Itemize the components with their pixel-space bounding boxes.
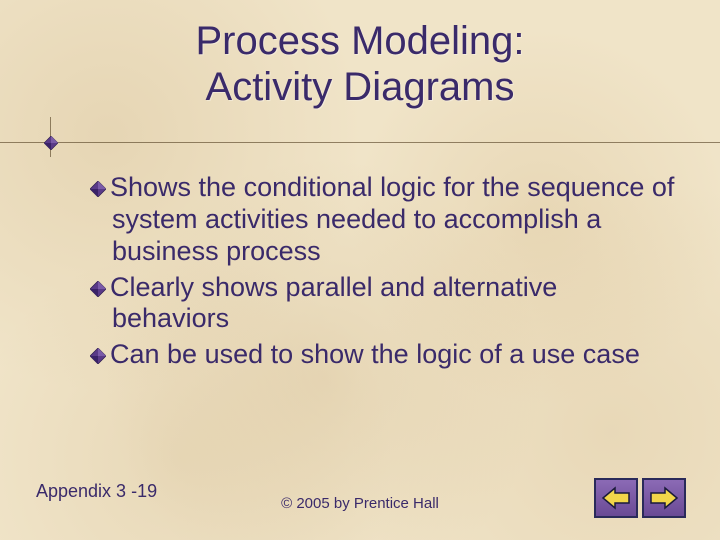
list-item: Clearly shows parallel and alternative b… bbox=[90, 272, 680, 336]
bullet-diamond-icon bbox=[90, 348, 106, 364]
separator-hline bbox=[0, 142, 720, 143]
list-item: Can be used to show the logic of a use c… bbox=[90, 339, 680, 371]
list-item: Shows the conditional logic for the sequ… bbox=[90, 172, 680, 268]
next-button[interactable] bbox=[642, 478, 686, 518]
bullet-text: Shows the conditional logic for the sequ… bbox=[110, 172, 674, 266]
bullet-text: Can be used to show the logic of a use c… bbox=[110, 339, 640, 369]
arrow-right-icon bbox=[649, 486, 679, 510]
bullet-text: Clearly shows parallel and alternative b… bbox=[110, 272, 557, 334]
arrow-left-icon bbox=[601, 486, 631, 510]
bullet-diamond-icon bbox=[90, 181, 106, 197]
title-separator bbox=[0, 137, 720, 149]
title-line-2: Activity Diagrams bbox=[206, 65, 515, 109]
separator-diamond-icon bbox=[44, 136, 58, 150]
bullet-list: Shows the conditional logic for the sequ… bbox=[90, 172, 680, 375]
title-line-1: Process Modeling: bbox=[195, 19, 524, 63]
slide-title: Process Modeling: Activity Diagrams bbox=[0, 18, 720, 110]
bullet-diamond-icon bbox=[90, 281, 106, 297]
nav-buttons bbox=[594, 478, 686, 518]
prev-button[interactable] bbox=[594, 478, 638, 518]
